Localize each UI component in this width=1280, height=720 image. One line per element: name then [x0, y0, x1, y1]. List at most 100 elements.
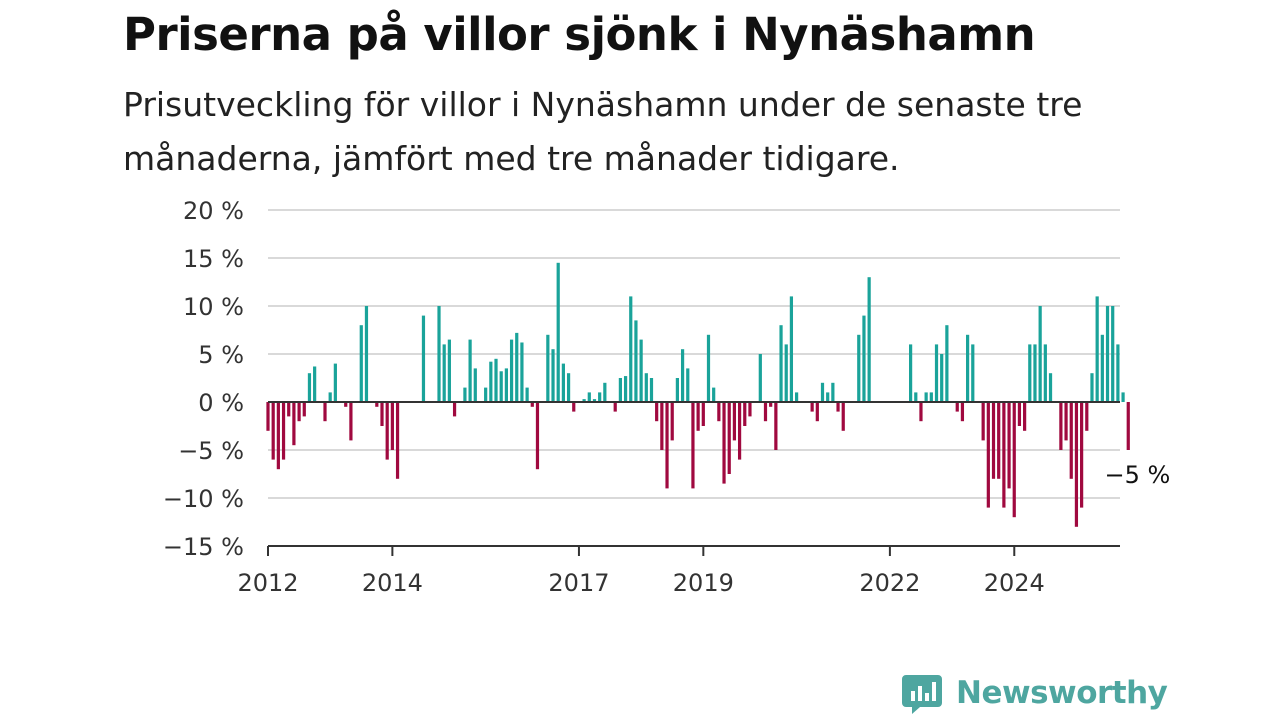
bar	[1012, 402, 1016, 518]
bar	[696, 402, 700, 431]
bar	[1090, 373, 1094, 402]
y-tick-label: 15 %	[183, 245, 244, 273]
bar	[489, 361, 493, 402]
bar	[655, 402, 659, 422]
bar	[561, 363, 565, 402]
bar	[271, 402, 275, 460]
bar	[991, 402, 996, 479]
bar	[831, 382, 835, 402]
bar	[763, 402, 768, 422]
bar	[732, 402, 737, 441]
bar	[535, 402, 540, 470]
bar	[1064, 402, 1068, 441]
bar	[955, 402, 959, 412]
bar	[945, 325, 949, 402]
bar	[634, 320, 638, 402]
bar	[281, 402, 286, 460]
bar	[644, 373, 648, 402]
bar	[1002, 402, 1006, 508]
bar	[867, 277, 871, 402]
bar	[1121, 392, 1125, 402]
bar	[1111, 306, 1115, 402]
bar	[717, 402, 721, 422]
bar	[266, 402, 270, 431]
y-tick-label: 20 %	[183, 197, 244, 225]
bar	[276, 402, 280, 470]
bar	[769, 402, 773, 407]
bar	[364, 306, 369, 402]
bar	[323, 402, 327, 422]
bar	[691, 402, 695, 489]
y-tick-label: 5 %	[198, 341, 244, 369]
bar	[452, 402, 457, 417]
bar	[997, 402, 1001, 479]
bar	[940, 354, 944, 402]
bar	[639, 339, 643, 402]
bar	[582, 399, 586, 402]
bar	[1095, 296, 1099, 402]
bar	[390, 402, 394, 450]
x-tick-label: 2022	[859, 569, 920, 597]
bar	[623, 376, 628, 402]
bar	[598, 392, 602, 402]
bar	[437, 306, 441, 402]
bar	[1059, 402, 1063, 450]
bar	[287, 402, 291, 417]
bar	[737, 402, 742, 460]
bar	[815, 402, 819, 422]
bar	[515, 332, 519, 402]
bar	[1074, 402, 1079, 527]
bar	[649, 378, 654, 402]
x-tick-label: 2014	[362, 569, 423, 597]
bar	[981, 402, 985, 441]
bar	[966, 334, 970, 402]
bar	[375, 402, 379, 407]
bar	[385, 402, 389, 460]
bar	[572, 402, 576, 412]
bar	[758, 354, 762, 402]
bar	[1048, 373, 1053, 402]
bar	[1028, 344, 1032, 402]
bar	[484, 387, 488, 402]
bar	[499, 371, 503, 402]
bar	[618, 378, 622, 402]
bar	[1069, 402, 1073, 479]
bar	[421, 315, 426, 402]
bar	[914, 392, 918, 402]
bar	[551, 349, 555, 402]
bar	[328, 392, 332, 402]
bar	[1080, 402, 1084, 508]
bar	[546, 334, 550, 402]
bar	[468, 339, 472, 402]
bar	[613, 402, 617, 412]
bar	[307, 373, 312, 402]
bar	[701, 402, 705, 426]
y-tick-label: 0 %	[198, 389, 244, 417]
bar	[333, 363, 337, 402]
y-tick-label: −5 %	[178, 437, 244, 465]
bar	[706, 334, 711, 402]
bar	[1023, 402, 1027, 431]
x-tick-label: 2012	[237, 569, 298, 597]
bar	[629, 296, 633, 402]
newsworthy-logo: Newsworthy	[900, 668, 1168, 718]
chart-subtitle: Prisutveckling för villor i Nynäshamn un…	[123, 85, 1083, 178]
bar	[722, 402, 726, 484]
x-tick-label: 2024	[984, 569, 1045, 597]
bar	[509, 339, 514, 402]
bar	[463, 387, 467, 402]
bar	[1085, 402, 1089, 431]
bar	[1100, 334, 1104, 402]
bar	[919, 402, 923, 422]
bar	[359, 325, 363, 402]
bar	[1126, 402, 1130, 450]
bar	[789, 296, 794, 402]
bar	[349, 402, 353, 441]
newsworthy-chart-icon	[902, 675, 942, 714]
bar	[826, 392, 830, 402]
bar	[592, 399, 597, 402]
x-tick-label: 2017	[548, 569, 609, 597]
bar	[810, 402, 814, 412]
